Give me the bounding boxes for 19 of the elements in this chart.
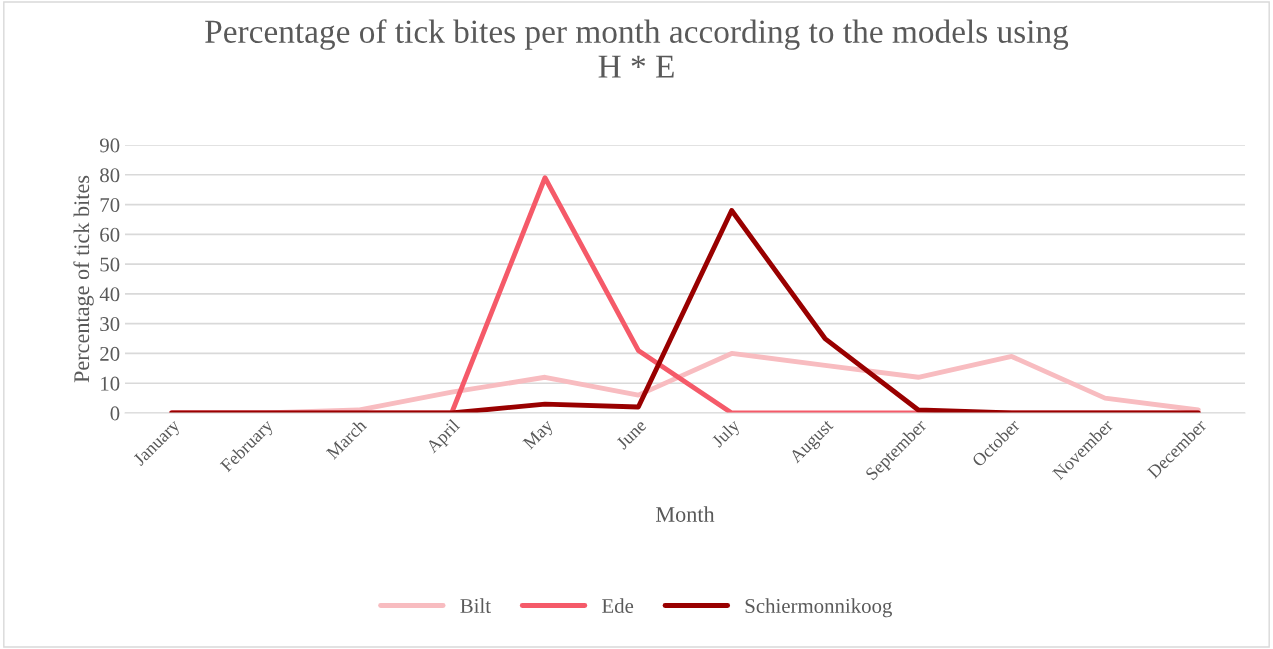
y-tick-label: 0 xyxy=(110,406,120,421)
x-tick-label: July xyxy=(710,417,744,451)
y-tick-label: 60 xyxy=(100,227,120,242)
y-tick-label: 50 xyxy=(100,257,120,272)
x-tick-label: May xyxy=(522,418,557,453)
chart-title: Percentage of tick bites per month according to the models using H * E xyxy=(205,19,1069,78)
y-axis-title: Percentage of tick bites xyxy=(73,175,94,383)
y-tick-label: 90 xyxy=(99,138,120,153)
legend-label: Bilt xyxy=(460,598,491,613)
y-tick-label: 30 xyxy=(100,317,120,332)
y-tick-label: 40 xyxy=(99,287,120,302)
x-axis-title: Month xyxy=(656,506,715,522)
y-tick-label: 10 xyxy=(101,376,120,391)
y-tick-label: 20 xyxy=(100,346,120,361)
x-tick-label: June xyxy=(615,418,647,450)
y-tick-label: 70 xyxy=(100,197,120,212)
legend-label: Ede xyxy=(602,598,634,613)
y-tick-label: 80 xyxy=(100,168,120,183)
legend-label: Schiermonnikoog xyxy=(745,598,892,618)
